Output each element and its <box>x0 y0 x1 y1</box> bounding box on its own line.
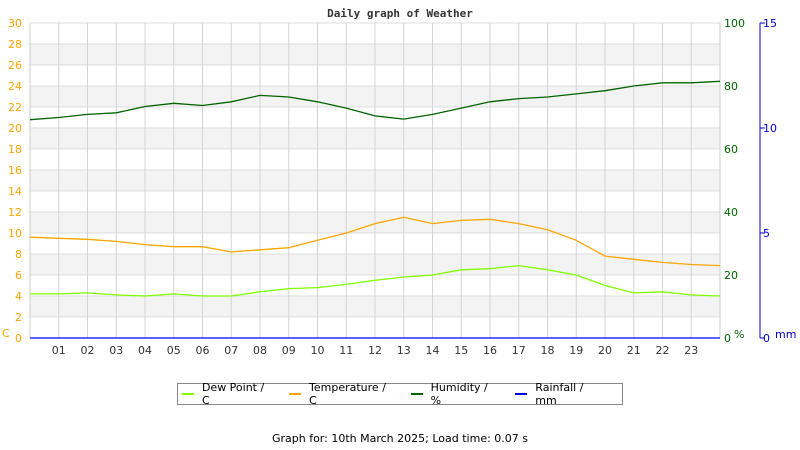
rainfall-tick-label: 0 <box>763 332 770 345</box>
x-tick-label: 09 <box>282 344 296 357</box>
left-tick-label: 18 <box>8 143 22 156</box>
x-tick-label: 01 <box>52 344 66 357</box>
x-tick-label: 22 <box>656 344 670 357</box>
footer-text: Graph for: 10th March 2025; Load time: 0… <box>271 432 529 445</box>
x-tick-label: 08 <box>253 344 267 357</box>
x-tick-label: 05 <box>167 344 181 357</box>
left-tick-label: 4 <box>15 290 22 303</box>
right-humidity-tick-label: 40 <box>724 206 738 219</box>
legend-item: Humidity / % <box>410 381 502 407</box>
x-tick-label: 15 <box>454 344 468 357</box>
left-tick-label: 28 <box>8 38 22 51</box>
left-tick-label: 10 <box>8 227 22 240</box>
series-line-humidity <box>29 80 721 121</box>
left-tick-label: 0 <box>15 332 22 345</box>
legend: Dew Point / C Temperature / C Humidity / %… <box>177 381 623 407</box>
left-tick-label: 22 <box>8 101 22 114</box>
x-tick-label: 20 <box>598 344 612 357</box>
x-tick-label: 14 <box>426 344 440 357</box>
left-tick-label: 20 <box>8 122 22 135</box>
left-tick-label: 30 <box>8 17 22 30</box>
x-tick-label: 13 <box>397 344 411 357</box>
legend-label: Temperature / C <box>309 381 386 407</box>
right-humidity-tick-label: 60 <box>724 143 738 156</box>
x-tick-label: 04 <box>138 344 152 357</box>
x-tick-label: 16 <box>483 344 497 357</box>
chart-title: Daily graph of Weather <box>327 7 473 20</box>
left-tick-label: 2 <box>15 311 22 324</box>
x-tick-label: 07 <box>224 344 238 357</box>
rainfall-tick-label: 15 <box>763 17 777 30</box>
right-humidity-tick-label: 20 <box>724 269 738 282</box>
legend-item: Dew Point / C <box>182 381 275 407</box>
x-tick-label: 17 <box>512 344 526 357</box>
x-tick-label: 23 <box>684 344 698 357</box>
x-tick-label: 10 <box>311 344 325 357</box>
left-tick-label: 8 <box>15 248 22 261</box>
series-line-dew <box>30 264 721 297</box>
x-tick-label: 11 <box>339 344 353 357</box>
x-tick-label: 18 <box>541 344 555 357</box>
x-tick-label: 02 <box>81 344 95 357</box>
left-tick-label: 14 <box>8 185 22 198</box>
rainfall-tick-label: 10 <box>763 122 777 135</box>
x-tick-label: 06 <box>196 344 210 357</box>
left-tick-label: 6 <box>15 269 22 282</box>
legend-item: Rainfall / mm <box>515 381 608 407</box>
right-humidity-axis-label: % <box>734 328 744 341</box>
left-tick-label: 26 <box>8 59 22 72</box>
legend-label: Rainfall / mm <box>535 381 584 407</box>
legend-swatch <box>289 393 302 395</box>
legend-label: Dew Point / C <box>201 381 265 407</box>
rainfall-tick-label: 5 <box>763 227 770 240</box>
x-tick-label: 19 <box>569 344 583 357</box>
legend-swatch <box>182 393 194 395</box>
right-humidity-tick-label: 0 <box>724 332 731 345</box>
left-axis-label: C <box>2 327 10 340</box>
legend-swatch <box>410 393 423 395</box>
rainfall-axis-label: mm <box>775 328 796 341</box>
x-tick-label: 03 <box>109 344 123 357</box>
x-tick-label: 12 <box>368 344 382 357</box>
legend-item: Temperature / C <box>289 381 397 407</box>
left-tick-label: 16 <box>8 164 22 177</box>
left-tick-label: 24 <box>8 80 22 93</box>
x-tick-label: 21 <box>627 344 641 357</box>
legend-swatch <box>515 393 528 395</box>
left-tick-label: 12 <box>8 206 22 219</box>
right-humidity-tick-label: 80 <box>724 80 738 93</box>
legend-label: Humidity / % <box>430 381 488 407</box>
series-line-temperature <box>29 216 721 267</box>
right-humidity-tick-label: 100 <box>724 17 745 30</box>
